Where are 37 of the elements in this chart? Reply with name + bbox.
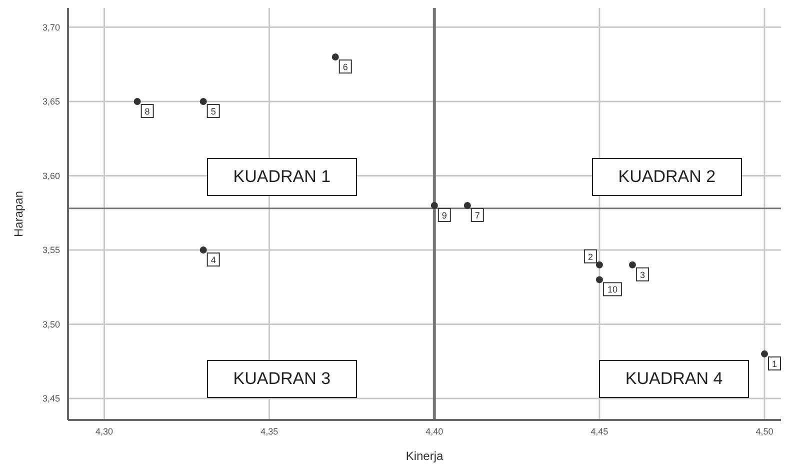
y-tick-label: 3,45 [42, 394, 60, 404]
annotation: KUADRAN 2 [592, 158, 742, 196]
annotation: 2 [588, 252, 593, 262]
annotation: 8 [144, 106, 150, 117]
point [464, 202, 471, 209]
point [430, 202, 438, 209]
point [200, 246, 207, 254]
point [628, 261, 636, 268]
x-tick-label: 4,35 [260, 426, 278, 436]
point [134, 98, 141, 106]
annotation: 6 [342, 62, 348, 72]
annotation: 10 [607, 284, 618, 295]
annotation: KUADRAN 3 [206, 360, 357, 398]
annotation: 9 [442, 210, 447, 220]
annotation: KUADRAN 4 [599, 360, 750, 398]
y-tick-label: 3,50 [42, 319, 60, 330]
point [760, 350, 768, 358]
y-tick-label: 3,60 [42, 170, 60, 181]
annotation: KUADRAN 1 [206, 158, 357, 196]
annotation: 5 [210, 106, 216, 117]
annotation: 4 [210, 255, 216, 266]
point [596, 276, 603, 284]
x-axis-title: Kinerja [406, 449, 444, 463]
annotation: 7 [474, 210, 480, 220]
x-tick-label: 4,50 [756, 426, 774, 436]
point [596, 261, 603, 268]
y-tick-label: 3,70 [42, 22, 60, 32]
point [332, 53, 339, 60]
x-tick-label: 4,30 [96, 426, 114, 436]
y-axis-title: Harapan [11, 190, 26, 238]
x-tick-label: 4,45 [590, 426, 608, 436]
annotation: 3 [640, 270, 645, 280]
point [200, 98, 207, 106]
x-tick-label: 4,40 [426, 426, 444, 436]
y-tick-label: 3,55 [42, 245, 60, 256]
annotation: 1 [772, 358, 778, 369]
y-tick-label: 3,65 [42, 96, 60, 107]
